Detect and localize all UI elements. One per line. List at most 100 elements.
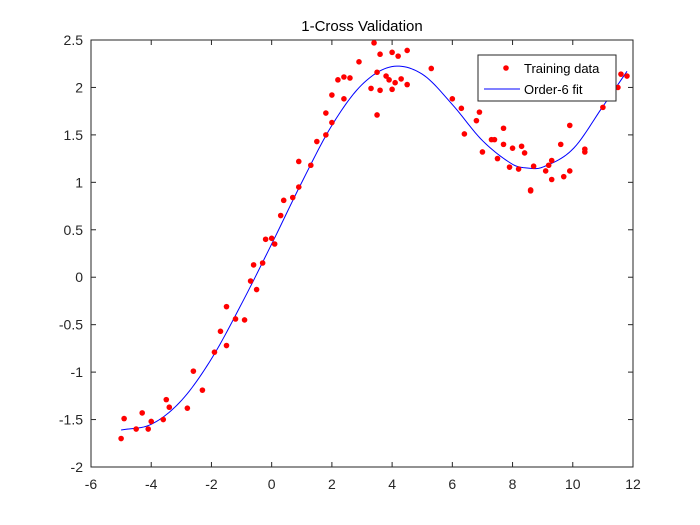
data-point-training: [271, 241, 278, 247]
plot-area: [90, 39, 634, 468]
data-point-training: [295, 158, 302, 165]
data-point-training: [148, 418, 155, 425]
data-point-training: [335, 77, 341, 83]
x-tick-label: 0: [268, 476, 276, 492]
y-tick-label: -1: [71, 364, 84, 380]
data-point-training: [280, 197, 287, 204]
data-point-training: [500, 125, 507, 132]
data-point-training: [314, 138, 320, 145]
y-tick-label: 1: [75, 174, 83, 190]
data-point-training: [211, 349, 218, 355]
data-point-training: [398, 76, 404, 82]
data-point-training: [160, 416, 167, 423]
data-point-training: [479, 149, 486, 155]
data-point-training: [139, 410, 145, 416]
data-point-training: [515, 166, 522, 172]
legend-marker-training-data: [503, 65, 509, 71]
chart-title: 1-Cross Validation: [301, 18, 422, 35]
series-line-order-6-fit: [121, 65, 628, 431]
data-point-training: [389, 86, 395, 93]
data-point-training: [527, 188, 534, 194]
data-point-training: [223, 303, 230, 310]
data-point-training: [247, 278, 254, 284]
data-point-training: [392, 79, 398, 86]
data-point-training: [223, 342, 230, 349]
data-point-training: [530, 163, 537, 169]
data-point-training: [323, 132, 329, 138]
data-point-training: [383, 73, 389, 79]
data-point-training: [600, 104, 606, 111]
data-point-training: [323, 110, 329, 116]
y-tick-label: 0.5: [64, 222, 84, 238]
legend-box: [477, 54, 617, 102]
data-point-training: [217, 328, 224, 335]
data-point-training: [356, 59, 362, 65]
data-point-training: [268, 235, 275, 242]
data-point-training: [250, 262, 257, 268]
data-point-training: [615, 84, 621, 91]
x-tick-label: 10: [565, 476, 581, 492]
data-point-training: [491, 136, 498, 143]
data-point-training: [521, 150, 528, 156]
data-point-training: [566, 122, 573, 129]
data-point-training: [404, 81, 410, 88]
data-point-training: [557, 141, 564, 148]
data-point-training: [624, 73, 630, 79]
data-point-training: [145, 426, 152, 432]
fit-line-layer: [121, 65, 628, 431]
data-point-training: [374, 69, 380, 76]
data-point-training: [371, 40, 377, 46]
y-tick-label: 1.5: [64, 127, 84, 143]
data-point-training: [386, 77, 392, 83]
data-point-training: [277, 212, 284, 219]
x-tick-label: 12: [625, 476, 641, 492]
data-point-training: [190, 368, 197, 374]
data-point-training: [582, 146, 588, 152]
data-point-training: [548, 157, 555, 164]
data-point-training: [241, 317, 248, 323]
data-points: [118, 40, 630, 442]
data-point-training: [232, 316, 239, 322]
x-tick-label: -6: [85, 476, 98, 492]
data-point-training: [295, 184, 302, 190]
data-point-training: [377, 51, 383, 58]
data-point-training: [368, 85, 374, 92]
data-point-training: [449, 96, 456, 102]
data-point-training: [494, 155, 501, 162]
data-point-training: [461, 131, 468, 137]
data-point-training: [618, 71, 624, 77]
legend-label-training-data: Training data: [524, 61, 600, 76]
x-tick-label: 2: [328, 476, 336, 492]
data-point-training: [374, 112, 380, 118]
data-point-training: [289, 194, 296, 201]
data-point-training: [404, 47, 410, 54]
data-point-training: [184, 405, 191, 411]
data-point-training: [428, 65, 435, 72]
x-tick-label: 8: [509, 476, 517, 492]
data-point-training: [473, 117, 480, 124]
y-tick-label: -0.5: [59, 317, 83, 333]
data-point-training: [518, 143, 525, 150]
y-tick-label: 2.5: [64, 32, 84, 48]
data-point-training: [262, 236, 269, 243]
x-tick-label: 4: [388, 476, 396, 492]
axes-ticks: -6 -4 -2 0 2 4 6 8 10 12 -2 -1.5 -1 -0.5 0 0.5 1 1.5 2 2.5: [59, 32, 641, 492]
data-point-training: [500, 141, 507, 148]
data-point-training: [199, 387, 206, 393]
data-point-training: [341, 74, 347, 80]
axes-box: [90, 39, 634, 468]
data-point-training: [166, 404, 173, 411]
data-point-training: [389, 49, 395, 56]
y-tick-label: -2: [71, 459, 84, 475]
data-point-training: [329, 92, 335, 98]
data-point-training: [566, 168, 573, 174]
data-point-training: [163, 396, 170, 403]
data-point-training: [542, 168, 549, 174]
data-point-training: [118, 435, 124, 442]
data-point-training: [308, 162, 314, 169]
data-point-training: [377, 87, 383, 94]
x-tick-label: -2: [205, 476, 218, 492]
x-tick-label: 6: [448, 476, 456, 492]
data-point-training: [253, 286, 260, 293]
